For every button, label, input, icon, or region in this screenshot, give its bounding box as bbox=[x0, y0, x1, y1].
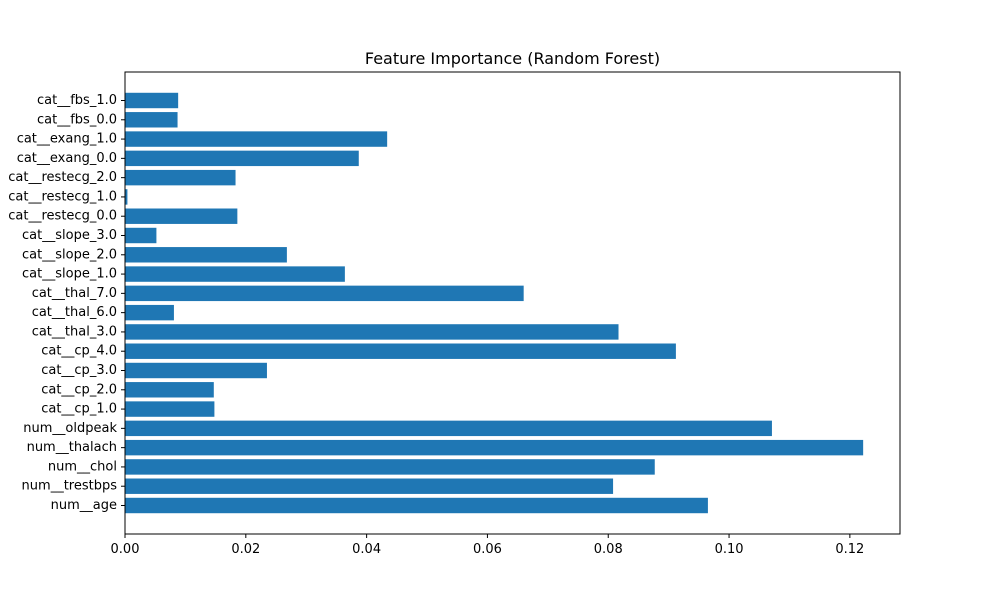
chart-title: Feature Importance (Random Forest) bbox=[365, 49, 660, 68]
y-tick-label: num__thalach bbox=[27, 440, 117, 455]
y-axis: num__age num__trestbps num__chol num__thala… bbox=[8, 93, 125, 513]
bar-cat__slope_1.0 bbox=[125, 266, 345, 282]
y-tick-label: cat__cp_1.0 bbox=[41, 402, 117, 417]
bar-cat__cp_3.0 bbox=[125, 362, 267, 379]
y-tick-label: cat__restecg_0.0 bbox=[8, 209, 117, 224]
bar-cat__restecg_1.0 bbox=[125, 189, 128, 205]
bar-cat__slope_2.0 bbox=[125, 247, 287, 263]
bars-group bbox=[125, 92, 864, 514]
y-tick-label: cat__thal_6.0 bbox=[32, 305, 117, 320]
y-tick-label: cat__slope_1.0 bbox=[22, 267, 117, 282]
bar-num__chol bbox=[125, 459, 655, 475]
y-tick-label: cat__thal_7.0 bbox=[32, 286, 117, 301]
y-tick-label: cat__restecg_2.0 bbox=[8, 170, 117, 185]
y-tick-label: num__age bbox=[51, 498, 117, 513]
bar-cat__thal_3.0 bbox=[125, 324, 619, 340]
y-tick-label: num__oldpeak bbox=[23, 421, 117, 436]
y-tick-label: cat__slope_3.0 bbox=[22, 228, 117, 243]
x-tick-label: 0.10 bbox=[715, 542, 744, 557]
y-tick-label: cat__thal_3.0 bbox=[32, 324, 117, 339]
bar-cat__thal_7.0 bbox=[125, 285, 524, 302]
bar-cat__cp_4.0 bbox=[125, 343, 676, 359]
y-tick-label: cat__cp_2.0 bbox=[41, 382, 117, 397]
y-tick-label: cat__cp_3.0 bbox=[41, 363, 117, 378]
bar-cat__slope_3.0 bbox=[125, 227, 157, 244]
bar-cat__exang_1.0 bbox=[125, 131, 388, 147]
y-tick-label: cat__exang_0.0 bbox=[17, 151, 117, 166]
bar-cat__cp_1.0 bbox=[125, 401, 215, 417]
y-tick-label: num__trestbps bbox=[22, 479, 118, 494]
x-tick-label: 0.08 bbox=[594, 542, 623, 557]
bar-cat__thal_6.0 bbox=[125, 304, 174, 321]
x-axis: 0.00 0.02 0.04 0.06 0.08 0.10 0.12 bbox=[111, 534, 864, 557]
y-tick-label: cat__fbs_0.0 bbox=[37, 112, 117, 127]
x-tick-label: 0.04 bbox=[352, 542, 381, 557]
y-tick-label: cat__cp_4.0 bbox=[41, 344, 117, 359]
x-tick-label: 0.02 bbox=[231, 542, 260, 557]
bar-num__age bbox=[125, 497, 708, 514]
bar-num__thalach bbox=[125, 439, 864, 456]
y-tick-label: num__chol bbox=[48, 459, 117, 474]
y-tick-label: cat__exang_1.0 bbox=[17, 132, 117, 147]
y-tick-label: cat__slope_2.0 bbox=[22, 247, 117, 262]
bar-cat__restecg_0.0 bbox=[125, 208, 238, 224]
x-tick-label: 0.12 bbox=[835, 542, 864, 557]
y-tick-label: cat__fbs_1.0 bbox=[37, 93, 117, 108]
plot-frame bbox=[124, 71, 901, 535]
bar-num__oldpeak bbox=[125, 420, 772, 437]
x-tick-label: 0.06 bbox=[473, 542, 502, 557]
y-tick-label: cat__restecg_1.0 bbox=[8, 189, 117, 204]
x-tick-label: 0.00 bbox=[111, 542, 140, 557]
bar-cat__cp_2.0 bbox=[125, 382, 214, 398]
bar-cat__fbs_0.0 bbox=[125, 112, 178, 128]
bar-cat__exang_0.0 bbox=[125, 150, 359, 167]
bar-cat__fbs_1.0 bbox=[125, 92, 179, 109]
bar-num__trestbps bbox=[125, 478, 614, 494]
bar-cat__restecg_2.0 bbox=[125, 169, 236, 186]
